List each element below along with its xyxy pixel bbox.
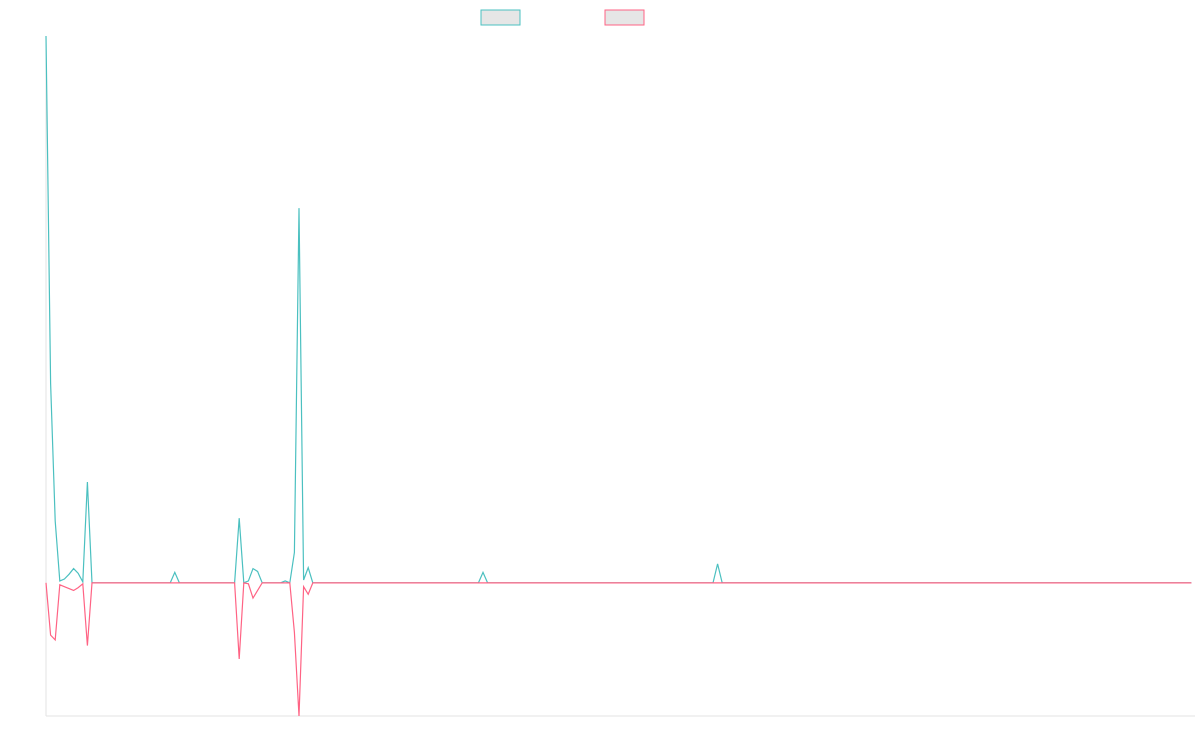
series-line-1 (45, 582, 1192, 717)
chart-legend (480, 9, 645, 26)
legend-item-1 (604, 9, 645, 26)
chart-axes (45, 36, 1195, 717)
legend-item-0 (480, 9, 521, 26)
series-layer (45, 35, 1192, 717)
series-line-0 (45, 35, 1192, 585)
